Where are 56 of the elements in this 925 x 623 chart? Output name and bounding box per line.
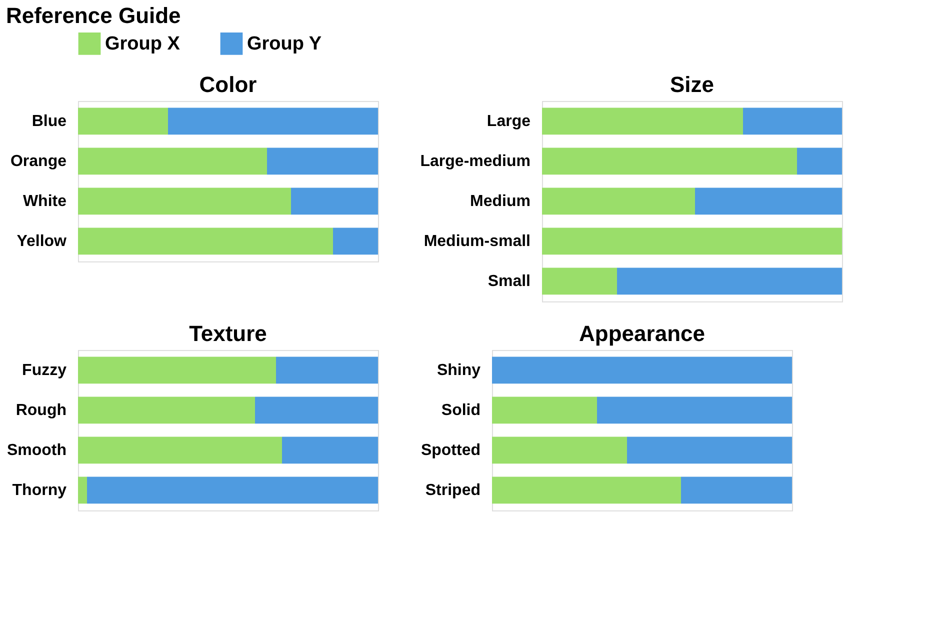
bar: [78, 476, 87, 504]
bar: [168, 108, 378, 135]
bar: [542, 148, 797, 175]
bar: [333, 228, 378, 255]
bar: [743, 108, 842, 135]
y-tick-label: Small: [488, 273, 530, 290]
y-tick-label: Thorny: [12, 482, 67, 500]
bar: [78, 436, 282, 464]
y-tick-label: Medium: [470, 193, 530, 210]
y-tick-label: White: [22, 193, 67, 210]
chart-title: Texture: [189, 321, 267, 346]
bar: [78, 148, 267, 175]
bar: [282, 436, 378, 464]
bar: [681, 476, 792, 504]
y-tick-label: Solid: [441, 402, 480, 420]
bar: [542, 188, 695, 215]
bar: [276, 356, 378, 384]
y-tick-label: Medium-small: [424, 233, 530, 250]
bar: [78, 356, 276, 384]
y-tick-label: Large: [486, 113, 531, 130]
bar: [78, 396, 255, 424]
bar: [492, 476, 681, 504]
y-tick-label: Smooth: [6, 442, 66, 460]
chart-title: Size: [670, 72, 714, 97]
bar: [627, 436, 792, 464]
legend-label: Group Y: [247, 34, 322, 55]
chart-title: Appearance: [579, 321, 705, 346]
bar: [542, 108, 743, 135]
text: Reference Guide: [6, 3, 181, 28]
y-tick-label: Yellow: [16, 233, 68, 250]
bar: [255, 396, 378, 424]
bar: [542, 228, 842, 255]
bar: [695, 188, 842, 215]
y-tick-label: Spotted: [420, 442, 480, 460]
bar: [492, 356, 792, 384]
bar: [492, 396, 597, 424]
bar: [617, 268, 842, 295]
y-tick-label: Orange: [10, 153, 67, 170]
chart-title: Color: [199, 72, 258, 97]
y-tick-label: Shiny: [436, 362, 481, 380]
bar: [542, 268, 617, 295]
y-tick-label: Striped: [425, 482, 480, 500]
y-tick-label: Fuzzy: [22, 362, 67, 380]
bar: [597, 396, 792, 424]
bar: [78, 188, 291, 215]
y-tick-label: Blue: [32, 113, 67, 130]
bar: [492, 436, 627, 464]
bar: [87, 476, 378, 504]
y-tick-label: Rough: [16, 402, 66, 420]
y-tick-label: Large-medium: [420, 153, 530, 170]
bar: [78, 228, 333, 255]
bar: [78, 108, 168, 135]
bar: [291, 188, 378, 215]
bar: [797, 148, 842, 175]
legend-label: Group X: [105, 34, 180, 55]
bar: [267, 148, 378, 175]
